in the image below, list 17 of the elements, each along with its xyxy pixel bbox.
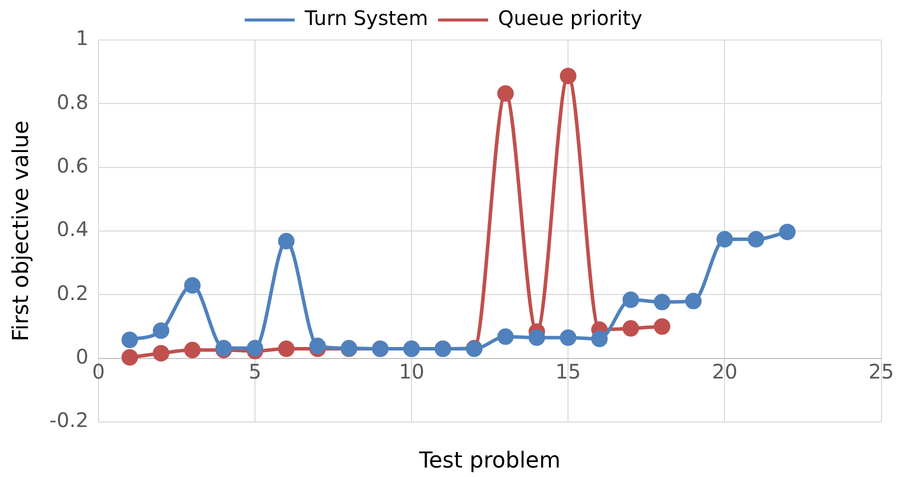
y-tick-label: 0.8 (56, 90, 88, 114)
x-tick-label: 20 (712, 360, 738, 384)
y-axis-title: First objective value (8, 120, 34, 342)
y-tick-label: 0.4 (56, 217, 88, 242)
y-tick-label: -0.2 (49, 408, 88, 432)
x-tick-label: 15 (555, 360, 581, 384)
x-tick-label: 0 (92, 360, 105, 384)
x-axis-title: Test problem (418, 448, 561, 474)
y-tick-label: 0.2 (56, 280, 88, 305)
legend-label: Queue priority (498, 6, 642, 30)
x-tick-label: 5 (248, 360, 262, 384)
y-tick-label: 0.6 (56, 154, 88, 178)
x-tick-label: 10 (398, 360, 424, 384)
x-tick-label: 25 (868, 360, 894, 384)
y-tick-label: 0 (76, 344, 88, 369)
y-tick-label: 1 (76, 26, 88, 50)
legend-label: Turn System (304, 6, 428, 30)
